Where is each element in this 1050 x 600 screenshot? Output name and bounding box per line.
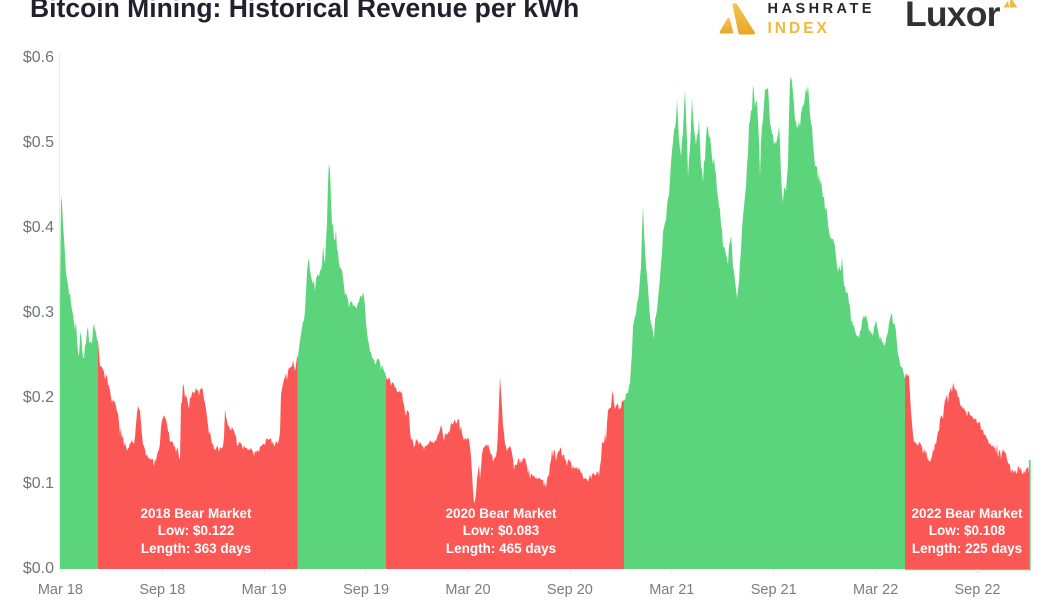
svg-text:INDEX: INDEX [768,20,830,37]
svg-text:HASHRATE: HASHRATE [768,1,875,17]
